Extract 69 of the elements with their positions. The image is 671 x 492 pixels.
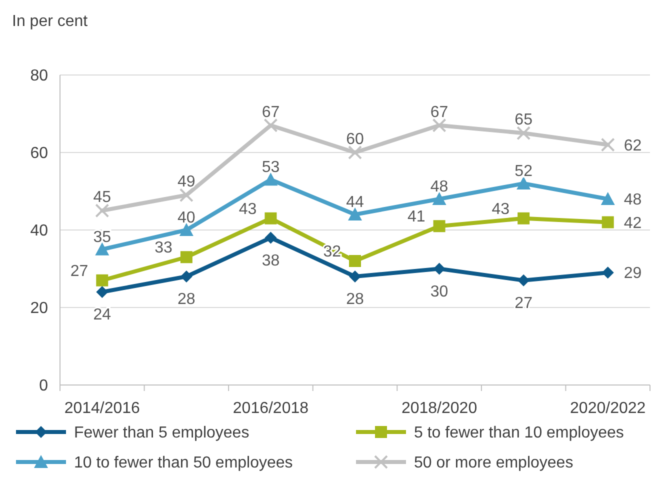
data-label: 67 xyxy=(430,104,448,121)
point xyxy=(432,118,446,132)
point xyxy=(348,146,362,160)
data-label: 28 xyxy=(346,291,364,308)
y-axis-title: In per cent xyxy=(12,13,88,30)
data-label: 27 xyxy=(70,262,88,280)
point xyxy=(95,204,110,218)
legend-label: Fewer than 5 employees xyxy=(74,424,250,442)
data-label: 49 xyxy=(178,174,196,191)
point xyxy=(264,212,277,224)
data-label: 45 xyxy=(93,189,112,206)
data-label: 62 xyxy=(624,137,642,154)
data-label: 53 xyxy=(262,159,280,176)
y-tick-label: 20 xyxy=(30,300,48,318)
point xyxy=(516,126,531,140)
point xyxy=(432,192,446,205)
data-label: 48 xyxy=(430,178,448,196)
y-tick-label: 0 xyxy=(39,378,48,395)
data-label: 42 xyxy=(624,214,642,232)
y-tick-label: 80 xyxy=(30,68,48,85)
point xyxy=(264,118,278,132)
point xyxy=(179,223,194,236)
data-label: 65 xyxy=(514,112,533,129)
data-label: 35 xyxy=(93,228,112,246)
legend-label: 50 or more employees xyxy=(414,454,574,472)
data-label: 67 xyxy=(262,104,280,121)
point xyxy=(600,192,615,205)
point xyxy=(433,220,446,232)
legend-label: 5 to fewer than 10 employees xyxy=(414,424,624,442)
point xyxy=(348,208,362,220)
point xyxy=(95,242,110,256)
data-label: 28 xyxy=(178,291,196,308)
data-label: 41 xyxy=(407,208,426,226)
data-label: 33 xyxy=(154,240,173,257)
data-label: 24 xyxy=(93,306,112,324)
data-label: 48 xyxy=(624,192,642,209)
point xyxy=(264,232,277,244)
y-tick-label: 40 xyxy=(30,222,48,240)
legend-label: 10 to fewer than 50 employees xyxy=(74,454,293,472)
point xyxy=(518,212,530,224)
point xyxy=(602,216,614,228)
x-tick-label: 2016/2018 xyxy=(232,400,309,417)
x-tick-label: 2018/2020 xyxy=(401,400,478,417)
data-label: 38 xyxy=(262,252,280,270)
point xyxy=(96,274,108,286)
data-label: 44 xyxy=(346,194,364,212)
point xyxy=(264,172,278,186)
point xyxy=(180,270,192,282)
data-label: 29 xyxy=(624,265,642,282)
point xyxy=(96,286,108,298)
point xyxy=(433,262,446,275)
data-label: 43 xyxy=(492,200,510,218)
data-label: 40 xyxy=(178,210,196,227)
data-label: 52 xyxy=(514,163,533,180)
point xyxy=(600,138,615,152)
point xyxy=(349,255,361,267)
x-tick-label: 2020/2022 xyxy=(570,400,646,417)
y-tick-label: 60 xyxy=(30,145,48,162)
data-label: 43 xyxy=(238,200,257,218)
data-label: 27 xyxy=(514,294,533,312)
point xyxy=(518,274,530,286)
data-label: 60 xyxy=(346,131,364,148)
point xyxy=(516,176,531,190)
point xyxy=(349,270,361,282)
point xyxy=(180,251,192,264)
x-tick-label: 2014/2016 xyxy=(64,400,140,417)
point xyxy=(602,266,614,279)
data-label: 30 xyxy=(430,283,448,300)
point xyxy=(179,188,194,202)
